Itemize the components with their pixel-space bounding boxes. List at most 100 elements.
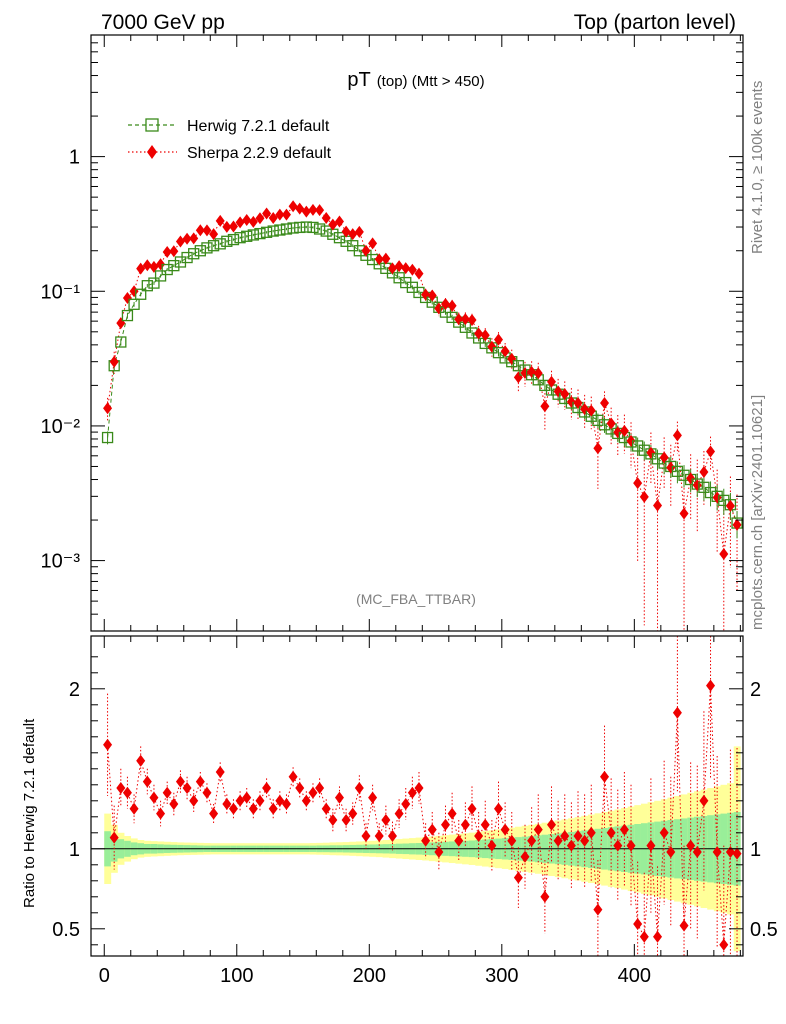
- sherpa-point: [381, 252, 391, 265]
- ratio-y-tick-label: 1: [69, 839, 80, 861]
- sherpa-point: [109, 355, 119, 368]
- sherpa-ratio-point: [348, 807, 358, 820]
- sherpa-ratio-point: [646, 839, 656, 852]
- ratio-y-tick-label: 0.5: [52, 919, 80, 941]
- sherpa-ratio-point: [540, 890, 550, 903]
- ratio-frame: [90, 635, 744, 957]
- sherpa-ratio-point: [235, 794, 245, 807]
- sherpa-point: [175, 235, 185, 248]
- sherpa-point: [401, 262, 411, 275]
- legend-sherpa-label: Sherpa 2.2.9 default: [187, 145, 332, 162]
- sherpa-ratio-point: [308, 786, 318, 799]
- sherpa-ratio-point: [520, 850, 530, 863]
- sherpa-ratio-point: [162, 786, 172, 799]
- sherpa-point: [440, 297, 450, 310]
- herwig-point: [512, 360, 525, 372]
- herwig-point: [274, 224, 286, 236]
- sherpa-ratio-point: [706, 679, 716, 692]
- sherpa-ratio-point: [195, 775, 205, 788]
- sherpa-ratio-point: [281, 798, 291, 810]
- sherpa-point: [639, 490, 649, 503]
- sherpa-ratio-point: [553, 834, 563, 847]
- sherpa-point: [600, 397, 610, 410]
- sherpa-ratio-point: [248, 802, 258, 815]
- sherpa-point: [268, 212, 278, 225]
- herwig-point: [287, 222, 299, 234]
- herwig-point: [234, 232, 246, 244]
- herwig-point: [188, 248, 200, 260]
- sherpa-ratio-point: [586, 826, 596, 839]
- legend-sherpa-marker: [147, 145, 157, 159]
- herwig-point: [141, 280, 153, 292]
- ratio-ylabel: Ratio to Herwig 7.2.1 default: [21, 718, 38, 908]
- sherpa-point: [142, 259, 152, 272]
- sherpa-point: [414, 267, 424, 280]
- sherpa-ratio-point: [626, 839, 636, 852]
- sherpa-ratio-point: [341, 814, 351, 826]
- sherpa-ratio-point: [679, 919, 689, 932]
- sherpa-ratio-point: [719, 938, 729, 951]
- sherpa-point: [633, 477, 643, 490]
- sherpa-ratio-point: [467, 802, 477, 815]
- herwig-point: [201, 242, 213, 254]
- sherpa-ratio-point: [573, 830, 583, 842]
- plot-title: pT (top) (Mtt > 450): [347, 69, 484, 91]
- sherpa-point: [195, 224, 205, 237]
- y-tick-label: 1: [69, 147, 80, 169]
- sherpa-ratio-point: [474, 830, 484, 842]
- legend-herwig-marker: [145, 118, 159, 132]
- sherpa-ratio-point: [494, 802, 503, 815]
- herwig-point: [718, 494, 730, 507]
- sherpa-point: [122, 292, 132, 305]
- sherpa-ratio-point: [209, 807, 219, 820]
- x-tick-label: 200: [353, 965, 386, 987]
- sherpa-point: [262, 207, 272, 220]
- sherpa-ratio-point: [480, 818, 490, 831]
- sherpa-point: [189, 232, 199, 245]
- herwig-point: [260, 226, 273, 238]
- sherpa-point: [407, 263, 417, 276]
- sherpa-ratio-point: [633, 918, 643, 930]
- herwig-point: [227, 233, 240, 246]
- rivet-label: Rivet 4.1.0, ≥ 100k events: [749, 81, 766, 254]
- herwig-point: [128, 298, 140, 310]
- herwig-point: [280, 223, 293, 235]
- sherpa-ratio-point: [440, 818, 450, 831]
- sherpa-point: [281, 208, 291, 221]
- header-left: 7000 GeV pp: [101, 11, 225, 34]
- sherpa-point: [706, 445, 716, 458]
- herwig-point: [101, 431, 114, 444]
- sherpa-point: [586, 404, 596, 417]
- sherpa-ratio-point: [228, 802, 238, 815]
- sherpa-ratio-point: [288, 770, 298, 783]
- herwig-point: [294, 221, 306, 234]
- sherpa-ratio-point: [547, 818, 557, 831]
- sherpa-point: [460, 313, 470, 326]
- x-tick-label: 400: [618, 965, 651, 987]
- sherpa-point: [209, 228, 219, 241]
- y-tick-label: 10⁻²: [41, 416, 81, 438]
- x-tick-label: 0: [99, 965, 110, 987]
- sherpa-point: [228, 220, 238, 233]
- sherpa-ratio-point: [116, 782, 126, 794]
- sherpa-ratio-point: [169, 798, 179, 810]
- sherpa-point: [248, 215, 258, 228]
- sherpa-point: [573, 397, 583, 410]
- plot-title-sub: (top) (Mtt > 450): [377, 73, 485, 90]
- sherpa-ratio-point: [156, 807, 166, 820]
- herwig-point: [214, 238, 226, 250]
- sherpa-ratio-point: [354, 782, 364, 794]
- sherpa-ratio-point: [600, 770, 610, 783]
- sherpa-point: [103, 402, 113, 415]
- sherpa-ratio-point: [613, 839, 623, 852]
- sherpa-point: [387, 262, 397, 275]
- sherpa-point: [222, 220, 232, 233]
- sherpa-point: [394, 260, 404, 273]
- sherpa-point: [580, 403, 590, 416]
- sherpa-point: [301, 205, 311, 218]
- sherpa-point: [136, 262, 146, 275]
- legend-herwig-label: Herwig 7.2.1 default: [187, 118, 330, 135]
- x-tick-label: 100: [220, 965, 253, 987]
- sherpa-point: [334, 215, 344, 228]
- herwig-point: [267, 225, 279, 237]
